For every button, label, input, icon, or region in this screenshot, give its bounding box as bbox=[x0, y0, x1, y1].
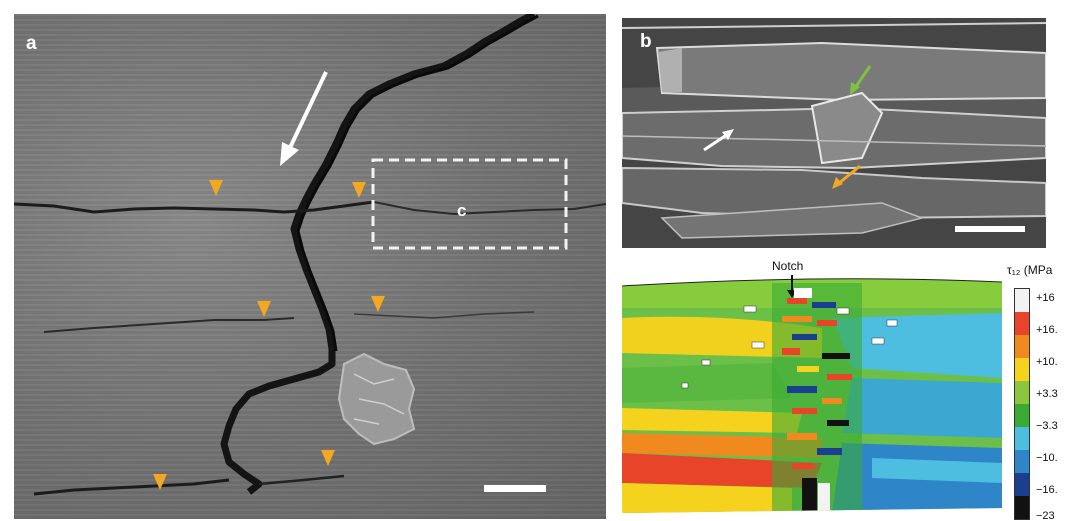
scale-bar bbox=[955, 226, 1025, 232]
panel-a-micrograph: a c bbox=[14, 14, 606, 519]
green-arrow-icon bbox=[853, 65, 872, 89]
colorbar-title: τ₁₂ (MPa bbox=[1007, 263, 1053, 277]
colorbar-tick: +16 bbox=[1036, 292, 1055, 304]
orange-arrowheads bbox=[153, 180, 385, 490]
colorbar-tick: −16. bbox=[1036, 484, 1058, 496]
colorbar bbox=[1014, 288, 1030, 520]
stress-map-drawing bbox=[622, 275, 1003, 513]
colorbar-tick: +3.3 bbox=[1036, 388, 1058, 400]
fibers-drawing bbox=[622, 18, 1046, 248]
particle bbox=[337, 352, 416, 446]
white-arrow-icon bbox=[703, 132, 729, 152]
panel-c-stress-map: Notch bbox=[622, 258, 1080, 521]
panel-b-label: b bbox=[640, 31, 652, 52]
fiber-top bbox=[655, 41, 1046, 102]
main-crack bbox=[220, 14, 536, 495]
colorbar-tick: +10. bbox=[1036, 356, 1058, 368]
damage-column bbox=[782, 298, 852, 513]
inset-c-label: c bbox=[457, 201, 467, 220]
panel-a-label: a bbox=[26, 33, 37, 54]
colorbar-tick: +16. bbox=[1036, 324, 1058, 336]
notch-label: Notch bbox=[772, 259, 804, 273]
crack-drawing bbox=[14, 14, 606, 496]
orange-arrow-icon bbox=[837, 164, 861, 186]
colorbar-tick: −3.3 bbox=[1036, 420, 1058, 432]
white-arrow-icon bbox=[285, 71, 328, 155]
inset-box bbox=[371, 158, 568, 250]
panel-b-micrograph: b bbox=[622, 18, 1046, 248]
fiber-lower bbox=[622, 166, 1046, 220]
scale-bar bbox=[484, 485, 546, 492]
colorbar-tick: −10. bbox=[1036, 452, 1058, 464]
colorbar-tick: −23 bbox=[1036, 510, 1055, 521]
